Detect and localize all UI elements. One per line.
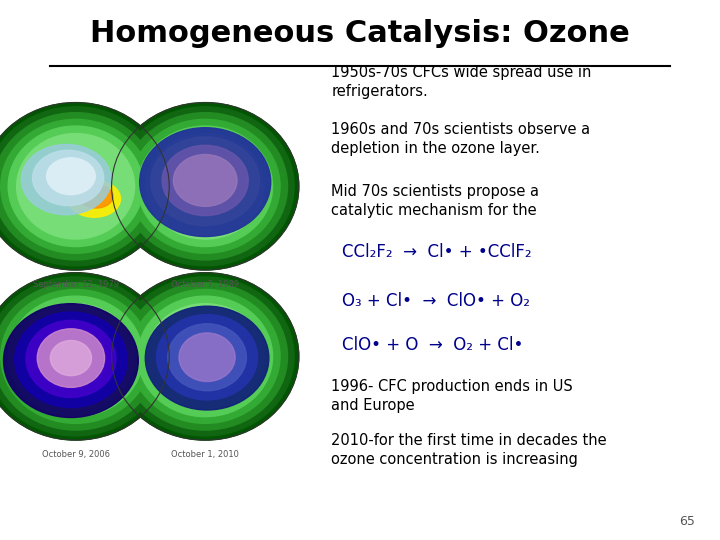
Ellipse shape (0, 103, 169, 270)
Ellipse shape (32, 150, 104, 206)
Text: O₃ + Cl•  →  ClO• + O₂: O₃ + Cl• → ClO• + O₂ (342, 292, 530, 309)
Text: Mid 70s scientists propose a
catalytic mechanism for the: Mid 70s scientists propose a catalytic m… (331, 184, 539, 218)
Ellipse shape (0, 283, 158, 430)
Text: ClO• + O  →  O₂ + Cl•: ClO• + O → O₂ + Cl• (342, 336, 523, 354)
Text: Homogeneous Catalysis: Ozone: Homogeneous Catalysis: Ozone (90, 19, 630, 48)
Text: 1996- CFC production ends in US
and Europe: 1996- CFC production ends in US and Euro… (331, 379, 573, 413)
Ellipse shape (79, 185, 113, 208)
Ellipse shape (145, 306, 269, 410)
Ellipse shape (1, 289, 150, 423)
Ellipse shape (8, 296, 143, 417)
Ellipse shape (17, 303, 135, 409)
Ellipse shape (140, 127, 271, 237)
Ellipse shape (116, 107, 294, 266)
Text: 65: 65 (679, 515, 695, 528)
Ellipse shape (174, 154, 237, 206)
Ellipse shape (26, 320, 116, 397)
Ellipse shape (8, 126, 143, 247)
Ellipse shape (17, 133, 135, 239)
Ellipse shape (1, 119, 150, 253)
Ellipse shape (151, 137, 259, 226)
Text: September 12, 1979: September 12, 1979 (32, 280, 119, 289)
Text: October 1, 2010: October 1, 2010 (171, 450, 239, 459)
Text: October 7, 1989: October 7, 1989 (171, 280, 239, 289)
Text: CCl₂F₂  →  Cl• + •CClF₂: CCl₂F₂ → Cl• + •CClF₂ (342, 243, 531, 261)
Ellipse shape (138, 126, 273, 247)
Text: 2010-for the first time in decades the
ozone concentration is increasing: 2010-for the first time in decades the o… (331, 433, 607, 467)
Text: 1960s and 70s scientists observe a
depletion in the ozone layer.: 1960s and 70s scientists observe a deple… (331, 122, 590, 156)
Text: October 9, 2006: October 9, 2006 (42, 450, 109, 459)
Ellipse shape (112, 103, 299, 270)
Ellipse shape (0, 277, 164, 436)
Ellipse shape (0, 107, 164, 266)
Ellipse shape (116, 277, 294, 436)
Ellipse shape (130, 119, 280, 253)
Ellipse shape (123, 283, 287, 430)
Ellipse shape (146, 133, 264, 239)
Ellipse shape (179, 333, 235, 381)
Ellipse shape (50, 341, 91, 376)
Ellipse shape (0, 113, 158, 260)
Ellipse shape (68, 180, 120, 217)
Ellipse shape (37, 329, 104, 387)
Ellipse shape (112, 273, 299, 440)
Ellipse shape (138, 296, 273, 417)
Ellipse shape (14, 312, 127, 408)
Ellipse shape (146, 303, 264, 409)
Ellipse shape (130, 289, 280, 423)
Ellipse shape (168, 324, 246, 391)
Ellipse shape (47, 158, 95, 195)
Ellipse shape (156, 314, 258, 400)
Text: 1950s-70s CFCs wide spread use in
refrigerators.: 1950s-70s CFCs wide spread use in refrig… (331, 65, 592, 99)
Ellipse shape (123, 113, 287, 260)
Ellipse shape (0, 273, 169, 440)
Ellipse shape (4, 303, 138, 417)
Ellipse shape (162, 145, 248, 215)
Ellipse shape (22, 144, 111, 215)
